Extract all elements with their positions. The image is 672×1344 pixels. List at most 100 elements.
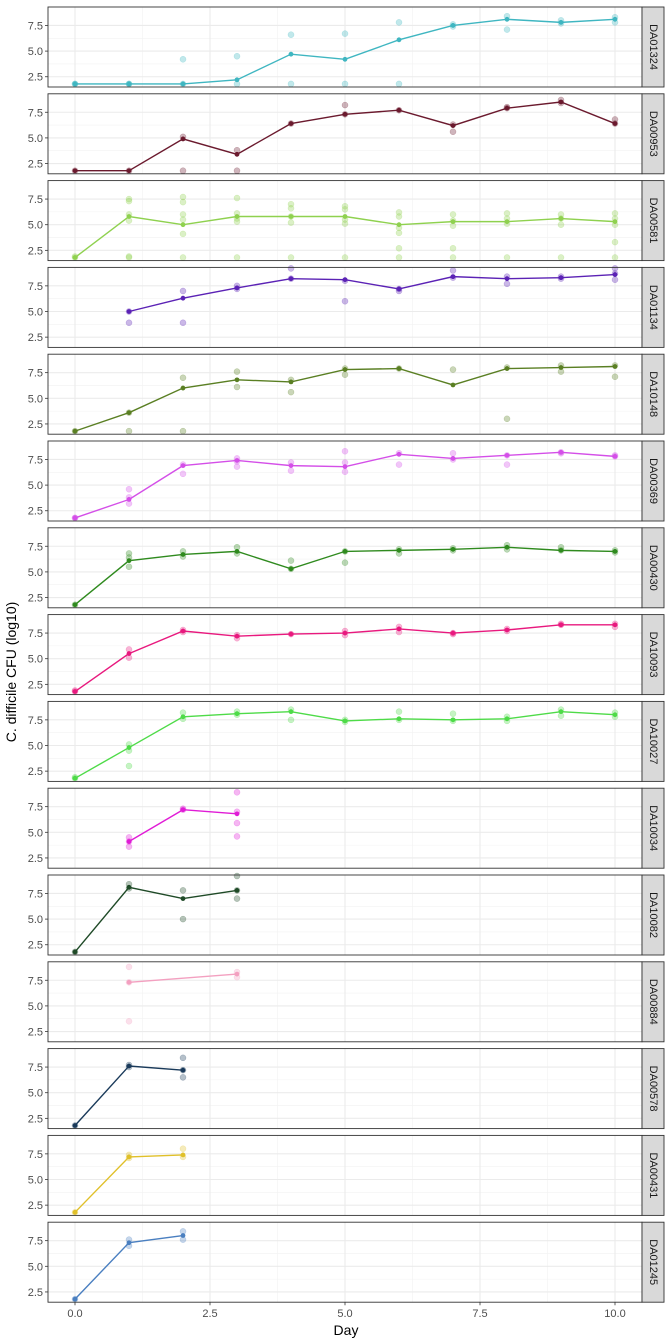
series-mean-point (504, 452, 510, 458)
series-mean-point (504, 219, 510, 225)
data-point (179, 211, 187, 218)
data-point (395, 209, 403, 216)
y-tick-label: 7.5 (28, 1149, 43, 1161)
data-points (71, 193, 619, 261)
y-tick-label: 2.5 (28, 506, 43, 518)
facet-strip-label: DA01134 (647, 285, 659, 330)
series-mean-point (396, 626, 402, 632)
series-mean-point (396, 107, 402, 113)
data-point (233, 194, 241, 202)
data-point (179, 287, 187, 295)
data-points (125, 265, 619, 327)
y-tick-label: 2.5 (28, 72, 43, 84)
y-tick-label: 7.5 (28, 1236, 43, 1248)
series-mean-point (126, 558, 132, 564)
x-tick-label: 7.5 (472, 1308, 487, 1320)
series-mean-point (72, 949, 78, 955)
facet-strip (641, 700, 665, 782)
series-mean-point (612, 548, 618, 554)
y-tick-label: 2.5 (28, 332, 43, 344)
data-point (395, 19, 403, 26)
y-tick-label: 2.5 (28, 1287, 43, 1299)
y-tick-label: 7.5 (28, 715, 43, 727)
data-point (179, 216, 187, 223)
series-mean-point (234, 548, 240, 554)
y-tick-label: 7.5 (28, 454, 43, 466)
facet-strip (641, 787, 665, 869)
y-tick-label: 7.5 (28, 802, 43, 814)
facet-strip-label: DA10027 (647, 718, 659, 764)
series-mean-point (72, 602, 78, 608)
series-mean-point (288, 463, 294, 469)
panels: 2.5 5.0 7.5 DA01324 2.5 5.0 7.5 DA00953 2.5 5.0 7.… (28, 6, 665, 1303)
data-point (125, 427, 133, 435)
y-tick-label: 2.5 (28, 419, 43, 431)
series-mean-point (180, 1152, 186, 1158)
series-mean-point (126, 309, 132, 314)
facet-strip-label: DA00369 (647, 458, 659, 504)
series-mean-point (612, 712, 618, 718)
series-mean-point (396, 716, 402, 722)
data-point (287, 388, 295, 396)
data-point (179, 470, 187, 478)
series-mean-point (396, 366, 402, 371)
data-point (611, 265, 619, 272)
series-line (128, 273, 616, 313)
series-mean-point (558, 275, 564, 281)
data-point (233, 383, 241, 391)
series-line (74, 886, 238, 953)
y-tick-label: 2.5 (28, 1113, 43, 1125)
series-mean-point (558, 365, 564, 370)
y-tick-label: 5.0 (28, 133, 43, 145)
series-mean-point (126, 979, 132, 985)
data-point (125, 197, 133, 205)
series-mean-point (234, 811, 240, 817)
y-tick-label: 7.5 (28, 975, 43, 987)
data-point (233, 368, 241, 375)
data-point (611, 210, 619, 217)
series-mean-point (558, 449, 564, 455)
series-mean-point (126, 651, 132, 656)
series-mean-point (288, 379, 294, 385)
series-mean-point (126, 839, 132, 844)
series-mean-point (72, 689, 78, 694)
y-tick-label: 5.0 (28, 914, 43, 926)
series-mean-point (396, 547, 402, 553)
data-point (233, 789, 241, 796)
panel: 2.5 5.0 7.5 DA00578 (28, 1048, 665, 1130)
series-mean-point (450, 717, 456, 723)
series-mean-point (504, 366, 510, 371)
y-tick-label: 7.5 (28, 281, 43, 293)
data-point (179, 915, 187, 923)
facet-strip (641, 961, 665, 1043)
facet-strip-label: DA10093 (647, 632, 659, 678)
data-point (341, 468, 349, 476)
data-point (287, 200, 295, 208)
data-point (179, 887, 187, 894)
facet-strip-label: DA00430 (647, 545, 659, 591)
series-mean-point (558, 622, 564, 628)
data-point (395, 229, 403, 237)
facet-strip (641, 1048, 665, 1130)
data-point (125, 762, 133, 770)
y-tick-label: 7.5 (28, 1062, 43, 1074)
panel: 2.5 5.0 7.5 DA00884 (28, 961, 665, 1043)
data-point (503, 280, 511, 288)
data-point (611, 238, 619, 246)
series-mean-point (234, 377, 240, 383)
y-tick-label: 2.5 (28, 679, 43, 691)
series-mean-point (342, 111, 348, 117)
data-point (449, 245, 457, 252)
data-point (179, 193, 187, 201)
series-mean-point (450, 274, 456, 280)
series-mean-point (396, 37, 402, 43)
facet-strip (641, 614, 665, 696)
data-point (395, 213, 403, 220)
series-mean-point (180, 628, 186, 634)
data-point (179, 167, 187, 174)
series-mean-point (288, 709, 294, 715)
panel: 2.5 5.0 7.5 DA10082 (28, 872, 665, 956)
data-point (233, 872, 241, 880)
data-point (449, 211, 457, 218)
series-mean-point (126, 745, 132, 750)
